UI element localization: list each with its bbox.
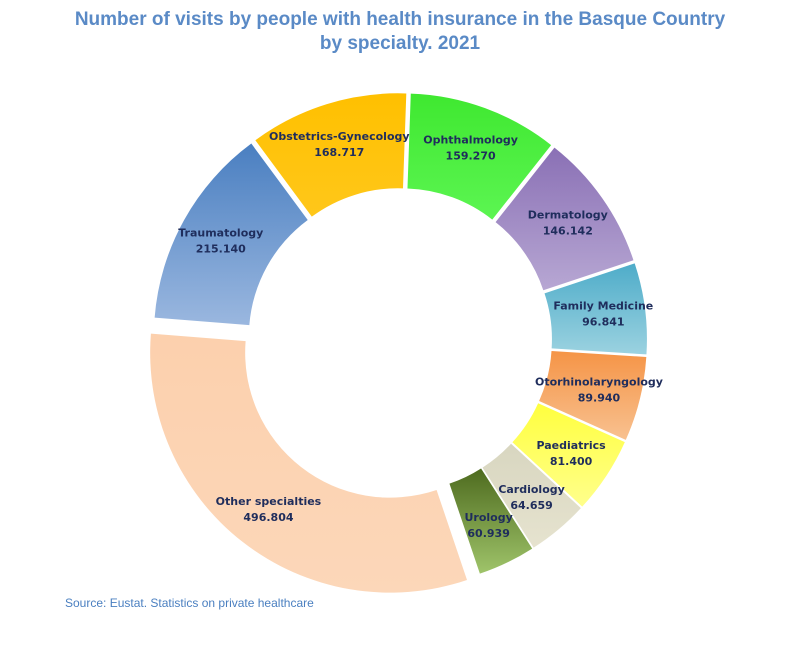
label-traumatology: Traumatology [178, 226, 263, 239]
label-otorhinolaryngology: Otorhinolaryngology [535, 375, 663, 388]
slice-otorhinolaryngology [539, 350, 647, 440]
slice-urology [449, 468, 533, 574]
slice-cardiology [482, 443, 581, 548]
value-label-family-medicine: 96.841 [582, 316, 624, 329]
label-obstetrics-gynecology: Obstetrics-Gynecology [269, 130, 410, 143]
label-urology: Urology [464, 511, 512, 524]
value-label-dermatology: 146.142 [543, 224, 593, 237]
value-label-urology: 60.939 [467, 527, 509, 540]
chart-title-line-1: Number of visits by people with health i… [74, 9, 726, 30]
value-label-paediatrics: 81.400 [550, 455, 593, 468]
label-cardiology: Cardiology [498, 483, 565, 496]
label-dermatology: Dermatology [528, 208, 608, 221]
value-label-otorhinolaryngology: 89.940 [578, 391, 621, 404]
label-ophthalmology: Ophthalmology [423, 134, 518, 147]
slice-traumatology [154, 143, 308, 326]
source-note: Source: Eustat. Statistics on private he… [65, 596, 314, 610]
chart-title: Number of visits by people with health i… [0, 8, 800, 56]
slice-ophthalmology [407, 93, 552, 220]
value-label-ophthalmology: 159.270 [446, 150, 496, 163]
slice-family-medicine [544, 263, 647, 355]
value-label-obstetrics-gynecology: 168.717 [314, 146, 364, 159]
label-paediatrics: Paediatrics [536, 439, 606, 452]
label-other-specialties: Other specialties [216, 495, 322, 508]
value-label-other-specialties: 496.804 [243, 511, 293, 524]
slice-other-specialties [150, 333, 468, 593]
value-label-cardiology: 64.659 [510, 499, 552, 512]
value-label-traumatology: 215.140 [196, 242, 246, 255]
label-family-medicine: Family Medicine [553, 300, 653, 313]
slice-obstetrics-gynecology [255, 93, 407, 217]
slice-paediatrics [512, 403, 625, 507]
slice-dermatology [495, 147, 634, 291]
chart-title-line-2: by specialty. 2021 [319, 33, 481, 54]
